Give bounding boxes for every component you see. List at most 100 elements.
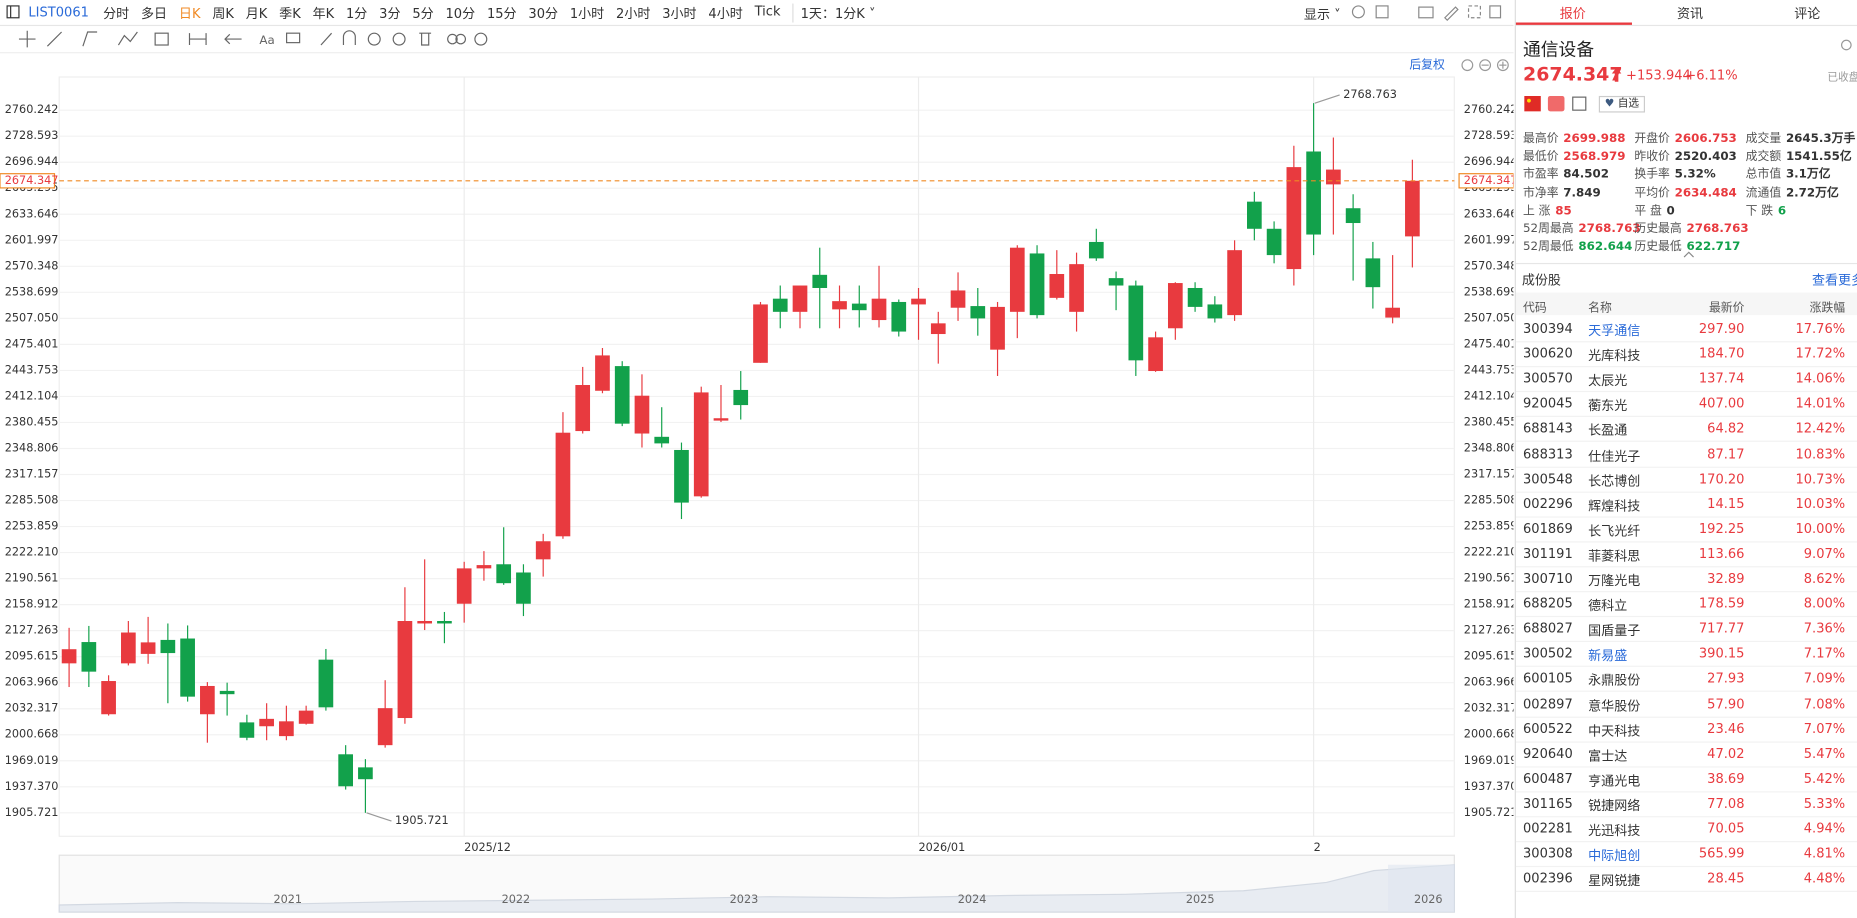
- watch-button[interactable]: ♥ 自选: [1598, 95, 1645, 113]
- sidebar-icon[interactable]: [6, 5, 20, 19]
- tab[interactable]: 报价: [1559, 5, 1586, 22]
- lock-tool[interactable]: [367, 32, 381, 46]
- y-tick-label-right: 1969.019: [1464, 754, 1514, 767]
- interval-button[interactable]: 15分: [486, 5, 517, 21]
- interval-button[interactable]: 3分: [379, 5, 401, 21]
- interval-button[interactable]: 年K: [312, 5, 335, 21]
- table-cell: 002281: [1523, 820, 1573, 837]
- table-cell: 中际旭创: [1588, 848, 1641, 864]
- interval-button[interactable]: 1小时: [569, 5, 605, 21]
- more-link[interactable]: 查看更多: [1811, 272, 1857, 288]
- magnet-tool[interactable]: [342, 30, 356, 46]
- stat-label: 52周最高: [1523, 222, 1574, 236]
- table-row[interactable]: 920045 蘅东光 407.00 14.01%: [1515, 391, 1857, 418]
- table-row[interactable]: 300710 万隆光电 32.89 8.62%: [1515, 566, 1857, 593]
- interval-button[interactable]: 4小时: [708, 5, 743, 21]
- interval-button[interactable]: 周K: [212, 5, 234, 21]
- settings-icon[interactable]: [1839, 38, 1853, 52]
- table-row[interactable]: 600105 永鼎股份 27.93 7.09%: [1515, 666, 1857, 693]
- table-row[interactable]: 688143 长盈通 64.82 12.42%: [1515, 416, 1857, 443]
- stat-value: 2645.3万手: [1785, 132, 1856, 146]
- note-badge[interactable]: [1572, 96, 1587, 111]
- table-row[interactable]: 601869 长飞光纤 192.25 10.00%: [1515, 516, 1857, 543]
- table-row[interactable]: 301165 锐捷网络 77.08 5.33%: [1515, 791, 1857, 818]
- interval-button[interactable]: 季K: [279, 5, 301, 21]
- line-tool[interactable]: [46, 31, 63, 47]
- channel-tool[interactable]: [82, 31, 98, 47]
- table-row[interactable]: 002396 星网锐捷 28.45 4.48%: [1515, 866, 1857, 893]
- table-cell: 192.25: [1698, 520, 1745, 537]
- zoom-out-icon[interactable]: [1479, 59, 1492, 72]
- market-status: 已收盘: [1827, 72, 1857, 85]
- reset-icon[interactable]: [1461, 59, 1474, 72]
- table-row[interactable]: 688313 仕佳光子 87.17 10.83%: [1515, 441, 1857, 468]
- table-cell: 113.66: [1698, 545, 1745, 562]
- crosshair-tool[interactable]: [18, 30, 36, 48]
- table-row[interactable]: 688027 国盾量子 717.77 7.36%: [1515, 616, 1857, 643]
- table-row[interactable]: 300548 长芯博创 170.20 10.73%: [1515, 466, 1857, 493]
- settings-icon[interactable]: [1351, 5, 1365, 19]
- camera-icon[interactable]: [1418, 6, 1434, 19]
- table-row[interactable]: 688205 德科立 178.59 8.00%: [1515, 591, 1857, 618]
- collapse-icon[interactable]: [1683, 251, 1695, 258]
- table-row[interactable]: 600522 中天科技 23.46 7.07%: [1515, 716, 1857, 743]
- link-tool[interactable]: [447, 33, 458, 45]
- candle-body: [516, 572, 531, 604]
- table-row[interactable]: 300394 天孚通信 297.90 17.76%: [1515, 316, 1857, 343]
- table-cell: 星网锐捷: [1588, 873, 1641, 889]
- edit-icon[interactable]: [1444, 6, 1459, 21]
- interval-button[interactable]: 10分: [445, 5, 476, 21]
- table-row[interactable]: 300308 中际旭创 565.99 4.81%: [1515, 841, 1857, 868]
- stat-label: 历史最高: [1634, 222, 1682, 236]
- interval-button[interactable]: 月K: [245, 5, 268, 21]
- table-row[interactable]: 300502 新易盛 390.15 7.17%: [1515, 641, 1857, 668]
- delete-tool[interactable]: [419, 32, 432, 46]
- fullscreen-icon[interactable]: [1467, 5, 1481, 19]
- pattern-tool[interactable]: [117, 31, 138, 46]
- zoom-in-icon[interactable]: [1496, 59, 1509, 72]
- tab[interactable]: 资讯: [1676, 5, 1704, 22]
- stat: 成交额 1541.55亿: [1746, 146, 1852, 164]
- symbol[interactable]: LIST0061: [28, 4, 89, 21]
- candle-body: [950, 290, 966, 308]
- x-tick-label: 2025/12: [464, 841, 511, 854]
- candle-body: [693, 392, 709, 497]
- navigator-window[interactable]: [1388, 864, 1455, 913]
- candle-body: [674, 449, 689, 503]
- interval-button[interactable]: 2小时: [616, 5, 651, 21]
- table-row[interactable]: 600487 亨通光电 38.69 5.42%: [1515, 766, 1857, 793]
- adjustment-toggle[interactable]: 后复权: [1409, 58, 1445, 72]
- table-row[interactable]: 300570 太辰光 137.74 14.06%: [1515, 366, 1857, 393]
- ruler-tool[interactable]: [320, 32, 333, 46]
- period-select[interactable]: 1天：1分K ˅: [792, 2, 876, 22]
- interval-button[interactable]: 3小时: [662, 5, 697, 21]
- table-row[interactable]: 300620 光库科技 184.70 17.72%: [1515, 341, 1857, 368]
- stat-value: 2.72万亿: [1785, 186, 1839, 200]
- text-tool[interactable]: Aa: [259, 33, 274, 47]
- interval-button[interactable]: Tick: [754, 2, 781, 19]
- note-tool[interactable]: [286, 32, 301, 44]
- table-row[interactable]: 002296 辉煌科技 14.15 10.03%: [1515, 491, 1857, 518]
- table-row[interactable]: 301191 菲菱科思 113.66 9.07%: [1515, 541, 1857, 568]
- shape-tool[interactable]: [154, 32, 169, 46]
- table-row[interactable]: 920640 富士达 47.02 5.47%: [1515, 741, 1857, 768]
- arrow-tool[interactable]: [224, 33, 242, 45]
- interval-button[interactable]: 分时: [103, 5, 130, 21]
- panel-icon[interactable]: [1489, 5, 1502, 19]
- display-menu[interactable]: 显示 ˅: [1303, 7, 1341, 23]
- layout-icon[interactable]: [1375, 5, 1389, 19]
- tool-settings[interactable]: [474, 32, 488, 46]
- tabs: 报价 资讯 评论: [1515, 0, 1857, 27]
- stat-label: 换手率: [1634, 168, 1670, 182]
- hide-tool[interactable]: [392, 32, 406, 46]
- y-tick-label-right: 2285.508: [1464, 494, 1514, 507]
- interval-button[interactable]: 日K: [178, 5, 201, 21]
- interval-button[interactable]: 30分: [528, 5, 559, 21]
- measure-tool[interactable]: [188, 33, 207, 46]
- interval-button[interactable]: 5分: [412, 5, 434, 21]
- interval-button[interactable]: 多日: [141, 5, 168, 21]
- tab[interactable]: 评论: [1794, 5, 1821, 22]
- table-row[interactable]: 002897 意华股份 57.90 7.08%: [1515, 691, 1857, 718]
- table-row[interactable]: 002281 光迅科技 70.05 4.94%: [1515, 816, 1857, 843]
- interval-button[interactable]: 1分: [346, 5, 368, 21]
